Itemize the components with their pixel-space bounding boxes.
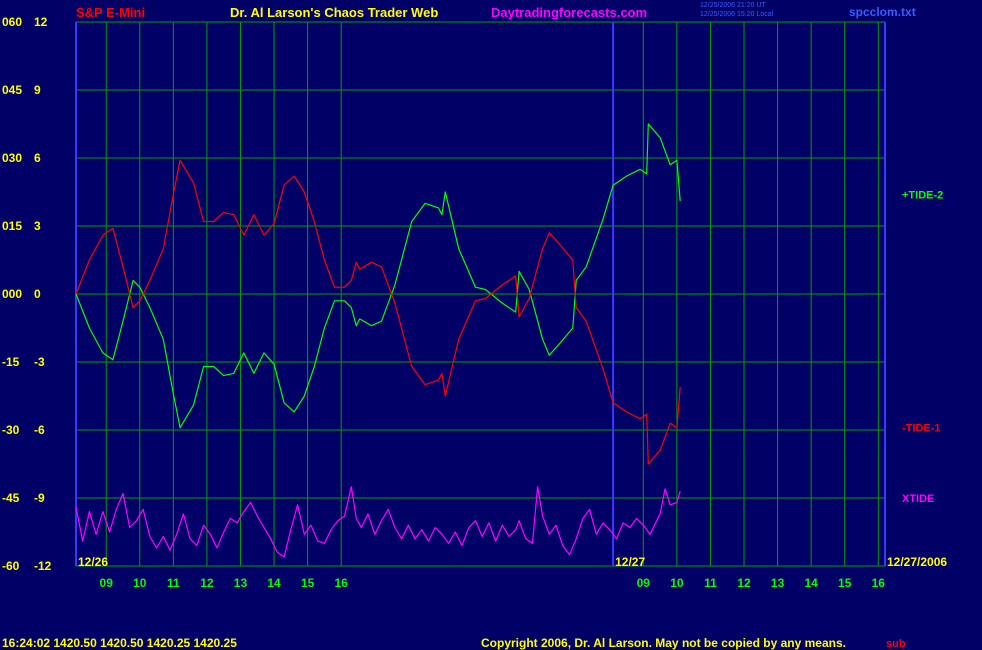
y-tick-label-right: -9: [34, 491, 45, 505]
y-tick-label-left: 030: [2, 151, 22, 165]
x-tick-label: 09: [637, 576, 651, 590]
copyright-notice: Copyright 2006, Dr. Al Larson. May not b…: [481, 636, 846, 650]
overlay-mark: sub: [886, 638, 906, 650]
date-label: 12/26: [78, 555, 108, 569]
y-tick-label-left: -15: [2, 355, 20, 369]
symbol-title: S&P E-Mini: [76, 5, 146, 20]
series-layer: [75, 123, 681, 558]
series-label: +TIDE-2: [902, 189, 943, 201]
y-tick-label-left: -60: [2, 559, 20, 573]
y-tick-label-right: 0: [34, 287, 41, 301]
series-line-xtide: [75, 486, 681, 558]
x-tick-label: 15: [838, 576, 852, 590]
y-tick-label-left: -45: [2, 491, 20, 505]
x-tick-label: 14: [804, 576, 818, 590]
x-tick-label: 10: [670, 576, 684, 590]
x-tick-label: 16: [335, 576, 349, 590]
date-label: 12/27: [615, 555, 645, 569]
y-tick-label-left: 060: [2, 15, 22, 29]
x-tick-label: 11: [704, 576, 717, 590]
x-tick-label: 10: [133, 576, 147, 590]
x-tick-label: 12: [200, 576, 214, 590]
series-line-tide-1: [75, 159, 681, 465]
chart-title: Dr. Al Larson's Chaos Trader Web: [230, 5, 439, 20]
date-label: 12/27/2006: [887, 555, 947, 569]
y-tick-label-left: -30: [2, 423, 20, 437]
data-filename: spcclom.txt: [849, 5, 916, 19]
timestamp-local: 12/25/2006 15:20 Local: [700, 11, 774, 18]
y-tick-label-left: 045: [2, 83, 22, 97]
series-line-tide-2: [75, 123, 681, 429]
x-tick-label: 14: [267, 576, 281, 590]
x-tick-label: 13: [771, 576, 785, 590]
series-label: XTIDE: [902, 493, 934, 505]
y-tick-label-left: 000: [2, 287, 22, 301]
y-tick-label-right: 3: [34, 219, 41, 233]
series-label: -TIDE-1: [902, 423, 941, 435]
y-tick-label-right: -12: [34, 559, 52, 573]
y-tick-label-right: -6: [34, 423, 45, 437]
x-tick-label: 12: [737, 576, 751, 590]
x-tick-label: 11: [167, 576, 180, 590]
website-link[interactable]: Daytradingforecasts.com: [491, 5, 648, 20]
grid: [75, 21, 886, 567]
x-tick-label: 15: [301, 576, 315, 590]
x-tick-label: 09: [100, 576, 114, 590]
price-quote: 16:24:02 1420.50 1420.50 1420.25 1420.25: [2, 636, 237, 650]
y-tick-label-right: 9: [34, 83, 41, 97]
timestamp-ut: 12/25/2006 21:20 UT: [700, 2, 766, 9]
y-tick-label-right: 6: [34, 151, 41, 165]
x-tick-label: 16: [872, 576, 886, 590]
y-tick-label-right: 12: [34, 15, 48, 29]
x-tick-label: 13: [234, 576, 248, 590]
y-tick-label-right: -3: [34, 355, 45, 369]
y-tick-label-left: 015: [2, 219, 22, 233]
